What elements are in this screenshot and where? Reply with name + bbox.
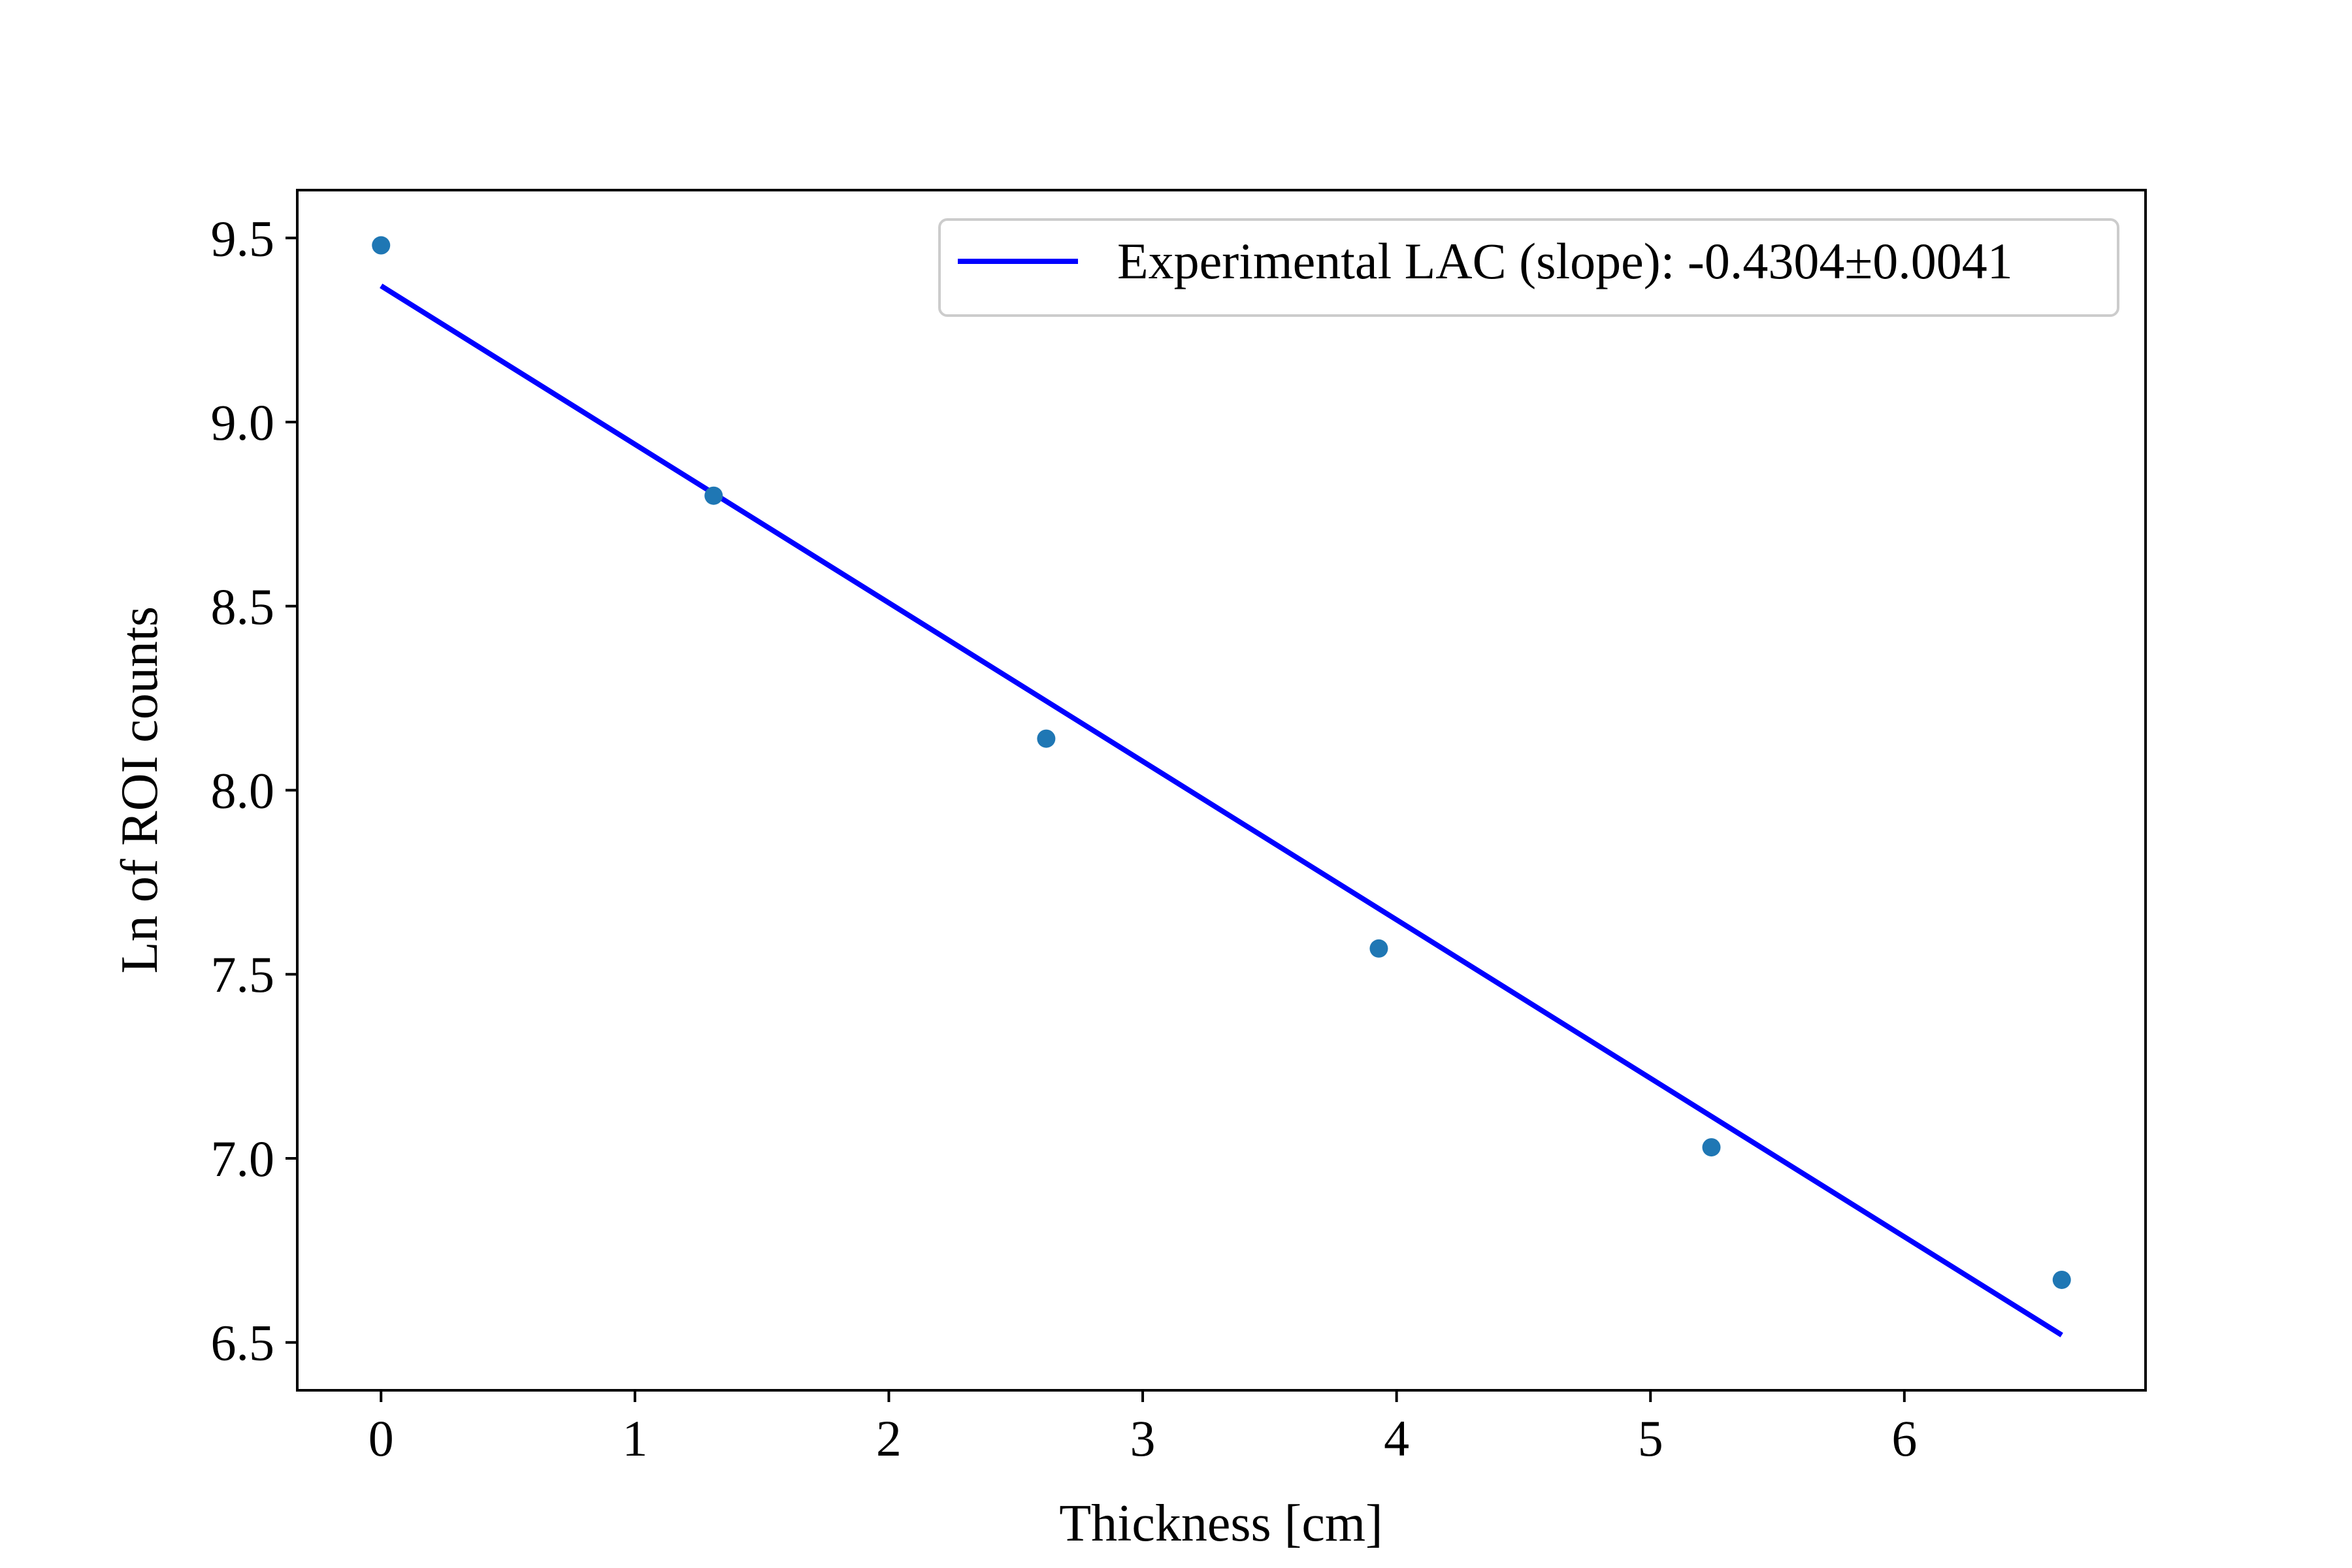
scatter-point-1 [372, 236, 391, 255]
y-tick-label: 8.0 [211, 762, 275, 819]
y-axis-ticks: 6.5 7.0 7.5 8.0 8.5 9.0 9.5 [211, 210, 297, 1371]
x-tick-label: 1 [622, 1410, 647, 1467]
scatter-point-6 [2052, 1270, 2071, 1289]
x-axis-label: Thickness [cm] [1059, 1495, 1382, 1552]
legend-entry-label: Experimental LAC (slope): -0.4304±0.0041 [1117, 233, 2013, 289]
x-tick-label: 2 [876, 1410, 902, 1467]
scatter-point-5 [1702, 1138, 1721, 1157]
legend-box [938, 218, 2119, 317]
x-tick-label: 6 [1891, 1410, 1917, 1467]
x-tick-label: 5 [1638, 1410, 1663, 1467]
data-layer [372, 236, 2071, 1337]
y-axis-label: Ln of ROI counts [111, 606, 169, 973]
scatter-point-2 [704, 486, 723, 505]
y-tick-label: 7.5 [211, 946, 275, 1003]
y-tick-label: 9.5 [211, 210, 275, 267]
x-tick-label: 4 [1384, 1410, 1409, 1467]
y-tick-label: 6.5 [211, 1315, 275, 1371]
y-tick-label: 7.0 [211, 1130, 275, 1187]
fit-line [380, 284, 2063, 1337]
legend: Experimental LAC (slope): -0.4304±0.0041 [938, 218, 2119, 317]
x-tick-label: 0 [368, 1410, 394, 1467]
x-axis-ticks: 0 1 2 3 4 5 6 [368, 1390, 1917, 1467]
y-tick-label: 8.5 [211, 578, 275, 635]
plot-area [297, 190, 2146, 1390]
y-tick-label: 9.0 [211, 394, 275, 451]
x-tick-label: 3 [1130, 1410, 1156, 1467]
scatter-point-4 [1369, 939, 1388, 958]
scatter-point-3 [1037, 729, 1056, 748]
